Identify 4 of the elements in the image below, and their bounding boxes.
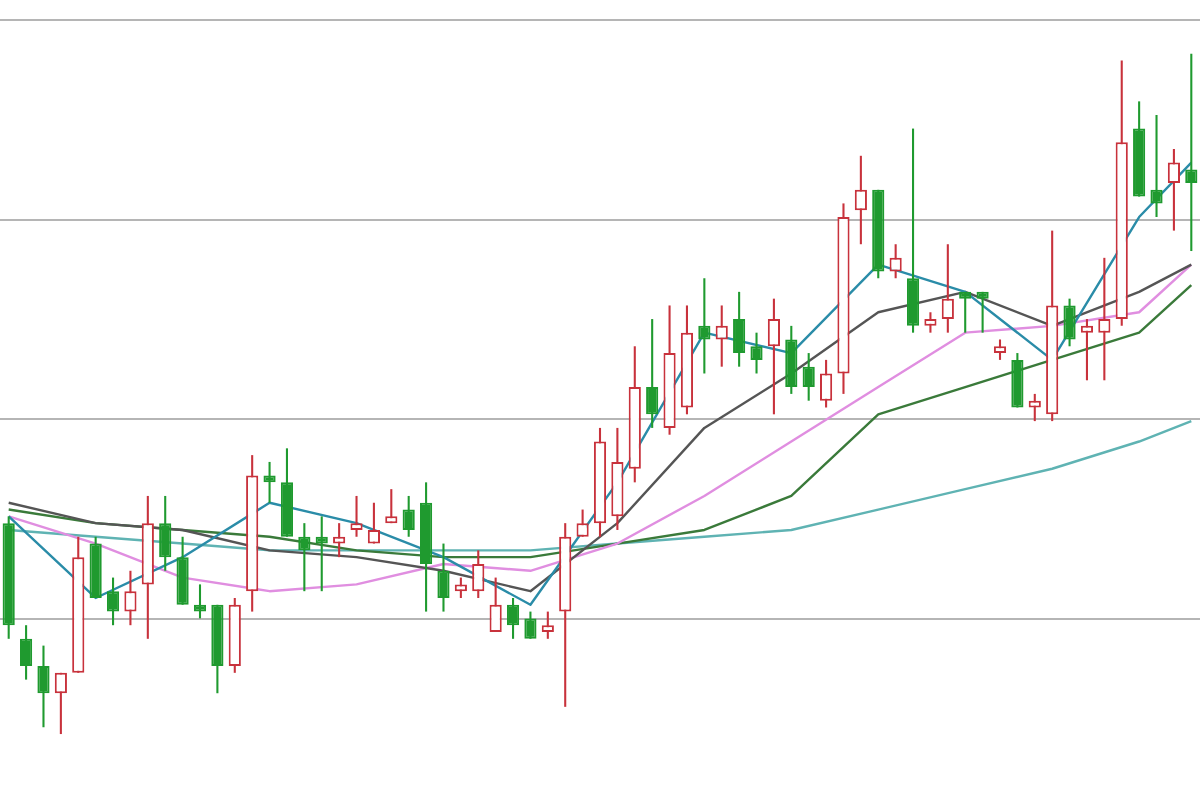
candlestick (37, 645, 50, 728)
candlestick (750, 332, 763, 374)
candlestick (350, 495, 363, 537)
candlestick (1150, 114, 1163, 218)
